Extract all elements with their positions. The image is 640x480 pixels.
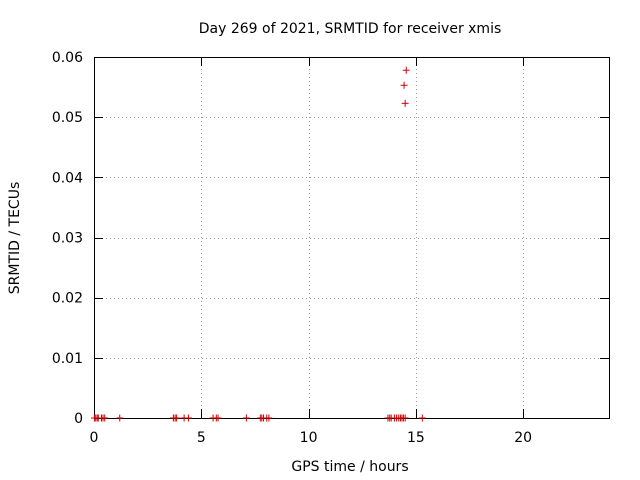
x-tick-label: 5 xyxy=(197,430,206,446)
data-point xyxy=(214,414,222,422)
data-point xyxy=(265,414,273,422)
x-axis-label: GPS time / hours xyxy=(291,459,408,475)
y-tick-label: 0.01 xyxy=(52,351,83,367)
chart-title: Day 269 of 2021, SRMTID for receiver xmi… xyxy=(199,21,502,37)
data-point xyxy=(401,414,409,422)
data-point xyxy=(400,81,408,89)
y-tick-label: 0.06 xyxy=(52,50,83,66)
data-point xyxy=(184,414,192,422)
y-tick-label: 0.03 xyxy=(52,231,83,247)
data-point xyxy=(402,66,410,74)
x-tick-label: 20 xyxy=(514,430,532,446)
data-point xyxy=(418,414,426,422)
data-point xyxy=(401,99,409,107)
data-points xyxy=(90,66,426,422)
y-tick-label: 0 xyxy=(74,411,83,427)
y-tick-label: 0.02 xyxy=(52,291,83,307)
y-tick-label: 0.05 xyxy=(52,110,83,126)
data-point xyxy=(101,414,109,422)
y-tick-label: 0.04 xyxy=(52,170,83,186)
x-tick-label: 0 xyxy=(90,430,99,446)
plot-frame xyxy=(94,57,610,419)
grid xyxy=(94,57,609,418)
data-point xyxy=(242,414,250,422)
y-tick-labels: 0 0.01 0.02 0.03 0.04 0.05 0.06 xyxy=(52,50,83,427)
ticks xyxy=(94,57,609,419)
data-point xyxy=(173,414,181,422)
y-axis-label: SRMTID / TECUs xyxy=(7,182,23,295)
x-tick-labels: 0 5 10 15 20 xyxy=(90,430,533,446)
x-tick-label: 10 xyxy=(300,430,318,446)
data-point xyxy=(116,414,124,422)
x-tick-label: 15 xyxy=(407,430,425,446)
